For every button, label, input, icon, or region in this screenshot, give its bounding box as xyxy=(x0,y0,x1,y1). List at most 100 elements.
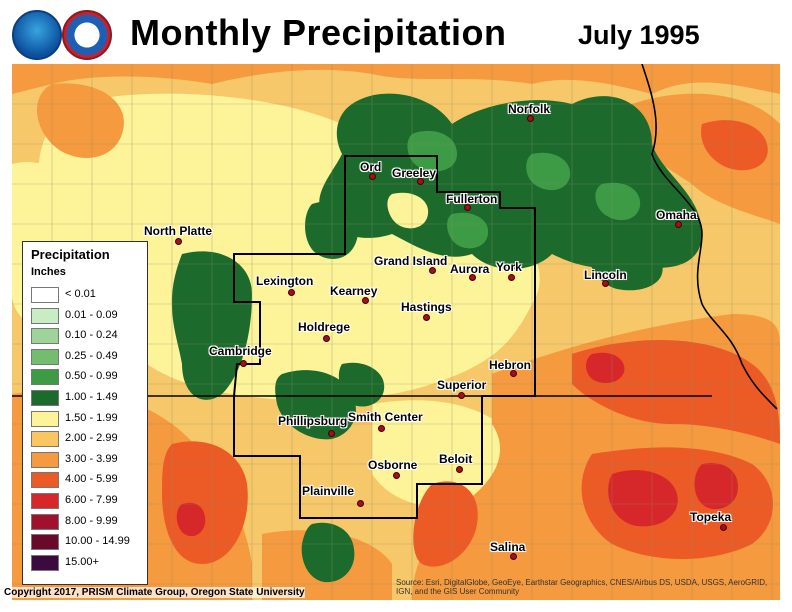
city-label: Omaha xyxy=(656,208,697,222)
city-marker xyxy=(393,472,400,479)
legend-label: 3.00 - 3.99 xyxy=(65,452,118,465)
city-label: Phillipsburg xyxy=(278,414,348,428)
legend-swatch xyxy=(31,534,59,551)
zone-1 xyxy=(588,242,663,291)
city-label: Cambridge xyxy=(209,344,272,358)
city-marker xyxy=(362,297,369,304)
city-label: Lexington xyxy=(256,274,314,288)
zone-1 xyxy=(275,370,356,440)
missouri-river-border xyxy=(641,64,778,410)
zone-3 xyxy=(37,83,124,158)
legend-label: < 0.01 xyxy=(65,288,96,300)
city-label: Kearney xyxy=(330,284,378,298)
legend-swatch xyxy=(31,431,59,448)
legend-item: 6.00 - 7.99 xyxy=(31,492,143,510)
legend-label: 0.25 - 0.49 xyxy=(65,349,118,362)
zone-4 xyxy=(701,120,768,171)
city-label: Smith Center xyxy=(348,410,423,424)
city-marker xyxy=(675,221,682,228)
city-label: Hebron xyxy=(489,358,531,372)
city-marker xyxy=(510,553,517,560)
legend-item: < 0.01 xyxy=(31,286,143,304)
map-title: Monthly Precipitation xyxy=(130,12,507,53)
city-marker xyxy=(323,335,330,342)
legend-swatch xyxy=(31,390,59,406)
legend-swatch xyxy=(31,348,59,365)
city-marker xyxy=(720,524,727,531)
map-date: July 1995 xyxy=(578,20,700,50)
zone-6 xyxy=(176,502,206,537)
zone-4 xyxy=(413,481,478,567)
legend-item: 0.01 - 0.09 xyxy=(31,307,143,325)
city-marker xyxy=(469,274,476,281)
legend-label: 0.10 - 0.24 xyxy=(65,329,118,342)
city-label: North Platte xyxy=(144,224,213,238)
legend-unit: Inches xyxy=(31,266,66,278)
city-label: York xyxy=(496,260,522,274)
cwa-boundary xyxy=(233,155,536,519)
legend-item: 0.10 - 0.24 xyxy=(31,327,143,345)
legend-label: 6.00 - 7.99 xyxy=(65,494,118,506)
zone-4 xyxy=(162,441,248,564)
legend-title: Precipitation xyxy=(31,247,110,262)
zone-0-5 xyxy=(595,182,641,221)
legend-swatch xyxy=(31,451,59,468)
nws-logo xyxy=(62,10,112,60)
legend-item: 0.25 - 0.49 xyxy=(31,348,143,366)
city-marker xyxy=(288,289,295,296)
legend-item: 1.50 - 1.99 xyxy=(31,410,143,428)
city-label: Aurora xyxy=(450,262,490,276)
city-label: Ord xyxy=(360,160,382,174)
zone-6 xyxy=(608,470,678,527)
legend-swatch xyxy=(31,410,59,427)
city-marker xyxy=(456,466,463,473)
legend-swatch xyxy=(31,369,59,386)
legend-item: 4.00 - 5.99 xyxy=(31,471,143,489)
city-label: Hastings xyxy=(401,300,452,314)
city-label: Beloit xyxy=(439,452,473,466)
zone-1-5 xyxy=(261,233,296,264)
header: Monthly Precipitation July 1995 xyxy=(0,0,792,64)
zone-0-5 xyxy=(526,152,571,191)
city-marker xyxy=(369,173,376,180)
city-marker xyxy=(378,425,385,432)
copyright-text: Copyright 2017, PRISM Climate Group, Ore… xyxy=(4,587,305,598)
city-label: Fullerton xyxy=(446,192,498,206)
zone-0-5 xyxy=(407,130,457,172)
city-marker xyxy=(328,430,335,437)
city-label: Greeley xyxy=(392,166,437,180)
city-label: Grand Island xyxy=(374,254,448,268)
city-marker xyxy=(175,238,182,245)
legend-item: 10.00 - 14.99 xyxy=(31,533,143,551)
legend-item: 2.00 - 2.99 xyxy=(31,430,143,448)
legend-swatch xyxy=(31,472,59,489)
city-label: Holdrege xyxy=(298,320,351,334)
legend-label: 8.00 - 9.99 xyxy=(65,514,118,527)
city-label: Norfolk xyxy=(508,102,550,116)
city-label: Lincoln xyxy=(584,268,627,282)
zone-0-5 xyxy=(447,212,489,249)
legend-item: 3.00 - 3.99 xyxy=(31,451,143,469)
legend-swatch xyxy=(31,493,59,509)
city-marker xyxy=(464,204,471,211)
legend-item: 0.50 - 0.99 xyxy=(31,368,143,386)
city-marker xyxy=(527,115,534,122)
legend-item: 8.00 - 9.99 xyxy=(31,513,143,531)
city-label: Salina xyxy=(490,540,526,554)
zone-6 xyxy=(694,463,738,510)
legend-label: 0.50 - 0.99 xyxy=(65,370,118,383)
city-marker xyxy=(357,500,364,507)
zone-1-5 xyxy=(387,192,429,229)
city-label: Topeka xyxy=(690,510,732,524)
zone-3 xyxy=(12,64,780,94)
city-label: Osborne xyxy=(368,458,418,472)
city-label: Superior xyxy=(437,378,487,392)
legend-item: 15.00+ xyxy=(31,554,143,572)
city-marker xyxy=(423,314,430,321)
legend-label: 4.00 - 5.99 xyxy=(65,473,118,486)
legend-swatch xyxy=(31,328,59,345)
legend-label: 1.50 - 1.99 xyxy=(65,411,118,424)
noaa-logo xyxy=(12,10,62,60)
legend-label: 2.00 - 2.99 xyxy=(65,432,118,445)
legend-label: 10.00 - 14.99 xyxy=(65,535,130,548)
